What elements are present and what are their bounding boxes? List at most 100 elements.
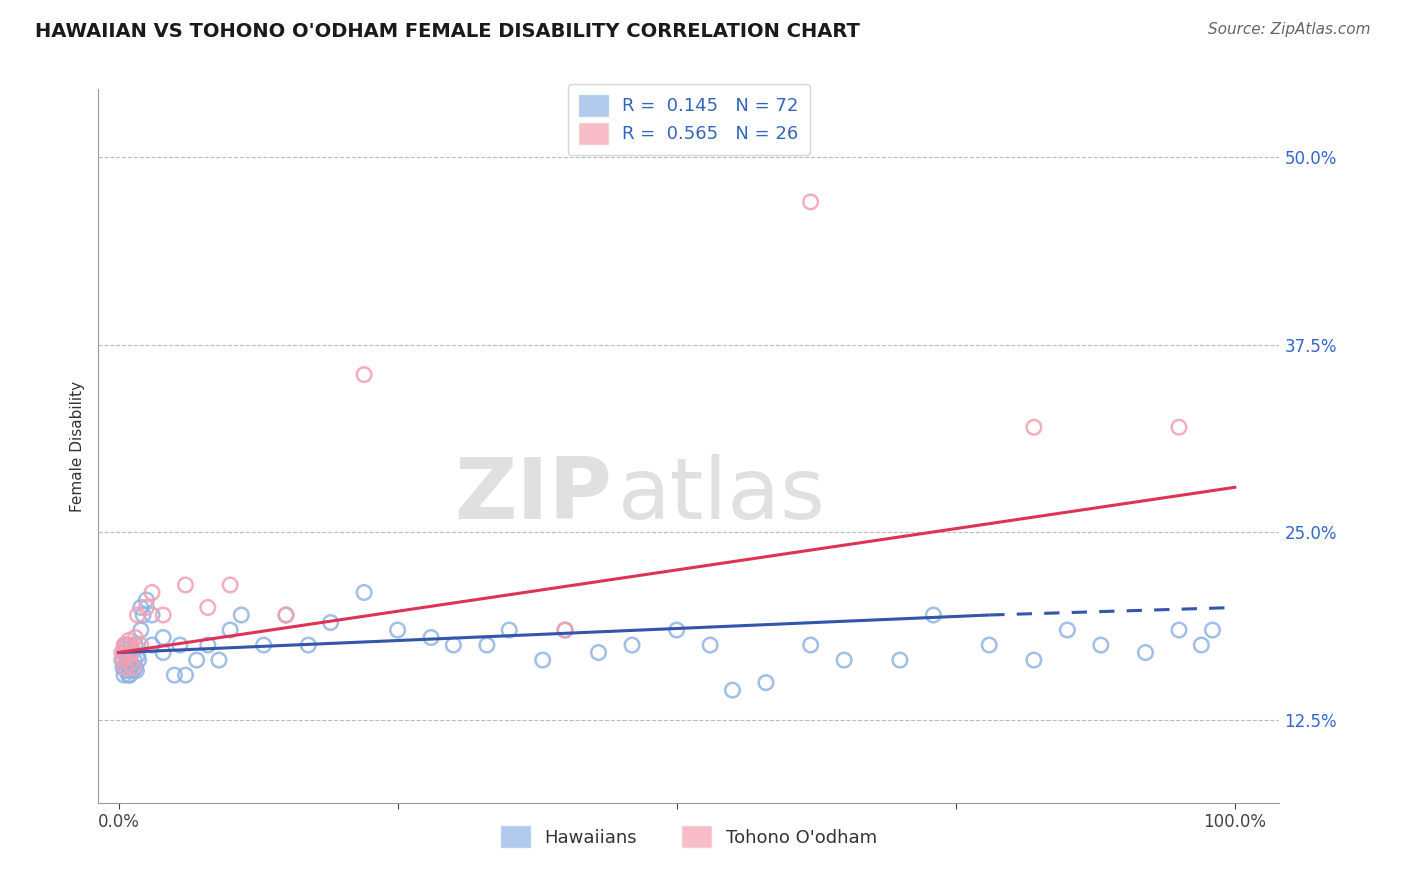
Point [219, 578, 242, 592]
Point [186, 653, 208, 667]
Point [1022, 653, 1045, 667]
Point [122, 664, 145, 678]
Point [117, 657, 139, 672]
Point [129, 600, 152, 615]
Point [127, 607, 149, 622]
Point [253, 638, 276, 652]
Point [111, 646, 134, 660]
Point [353, 368, 375, 382]
Point [141, 638, 163, 652]
Point [1022, 420, 1045, 434]
Point [124, 638, 146, 652]
Point [274, 607, 297, 622]
Point [1135, 646, 1157, 660]
Point [112, 638, 135, 652]
Point [118, 656, 141, 670]
Point [889, 653, 911, 667]
Point [554, 623, 576, 637]
Point [441, 638, 464, 652]
Point [111, 653, 134, 667]
Point [800, 194, 823, 209]
Point [174, 578, 197, 592]
Point [111, 653, 134, 667]
Point [117, 648, 139, 663]
Point [129, 638, 152, 652]
Point [531, 653, 554, 667]
Point [112, 646, 135, 660]
Point [132, 607, 155, 622]
Point [115, 664, 138, 678]
Point [121, 657, 143, 672]
Point [832, 653, 855, 667]
Point [665, 623, 688, 637]
Point [621, 638, 644, 652]
Point [319, 615, 342, 630]
Point [755, 675, 778, 690]
Point [979, 638, 1001, 652]
Point [118, 664, 141, 678]
Point [169, 638, 191, 652]
Y-axis label: Female Disability: Female Disability [70, 380, 86, 512]
Point [163, 668, 186, 682]
Point [353, 585, 375, 599]
Point [114, 660, 136, 674]
Point [475, 638, 498, 652]
Point [1168, 420, 1191, 434]
Point [124, 631, 146, 645]
Point [124, 660, 146, 674]
Point [274, 607, 297, 622]
Point [114, 638, 136, 652]
Point [197, 638, 219, 652]
Point [297, 638, 319, 652]
Point [135, 593, 157, 607]
Point [135, 600, 157, 615]
Point [127, 648, 149, 663]
Point [152, 646, 174, 660]
Point [387, 623, 409, 637]
Point [141, 585, 163, 599]
Point [128, 653, 150, 667]
Point [117, 668, 139, 682]
Point [1189, 638, 1212, 652]
Point [117, 656, 139, 670]
Point [129, 623, 152, 637]
Point [111, 660, 134, 674]
Point [420, 631, 443, 645]
Legend: Hawaiians, Tohono O'odham: Hawaiians, Tohono O'odham [491, 815, 887, 858]
Point [115, 642, 138, 657]
Text: atlas: atlas [619, 454, 827, 538]
Point [112, 668, 135, 682]
Point [120, 646, 142, 660]
Point [197, 600, 219, 615]
Point [118, 668, 141, 682]
Text: Source: ZipAtlas.com: Source: ZipAtlas.com [1208, 22, 1371, 37]
Point [118, 646, 141, 660]
Point [219, 623, 242, 637]
Point [208, 653, 231, 667]
Point [699, 638, 721, 652]
Point [152, 631, 174, 645]
Point [174, 668, 197, 682]
Point [141, 607, 163, 622]
Point [115, 638, 138, 652]
Point [121, 638, 143, 652]
Point [114, 660, 136, 674]
Point [152, 607, 174, 622]
Point [588, 646, 610, 660]
Point [231, 607, 253, 622]
Point [117, 633, 139, 648]
Point [1201, 623, 1223, 637]
Point [1090, 638, 1112, 652]
Point [498, 623, 520, 637]
Point [800, 638, 823, 652]
Point [1168, 623, 1191, 637]
Point [118, 638, 141, 652]
Point [122, 653, 145, 667]
Point [1056, 623, 1078, 637]
Point [118, 653, 141, 667]
Point [922, 607, 945, 622]
Text: HAWAIIAN VS TOHONO O'ODHAM FEMALE DISABILITY CORRELATION CHART: HAWAIIAN VS TOHONO O'ODHAM FEMALE DISABI… [35, 22, 860, 41]
Text: ZIP: ZIP [454, 454, 612, 538]
Point [721, 683, 744, 698]
Point [122, 660, 145, 674]
